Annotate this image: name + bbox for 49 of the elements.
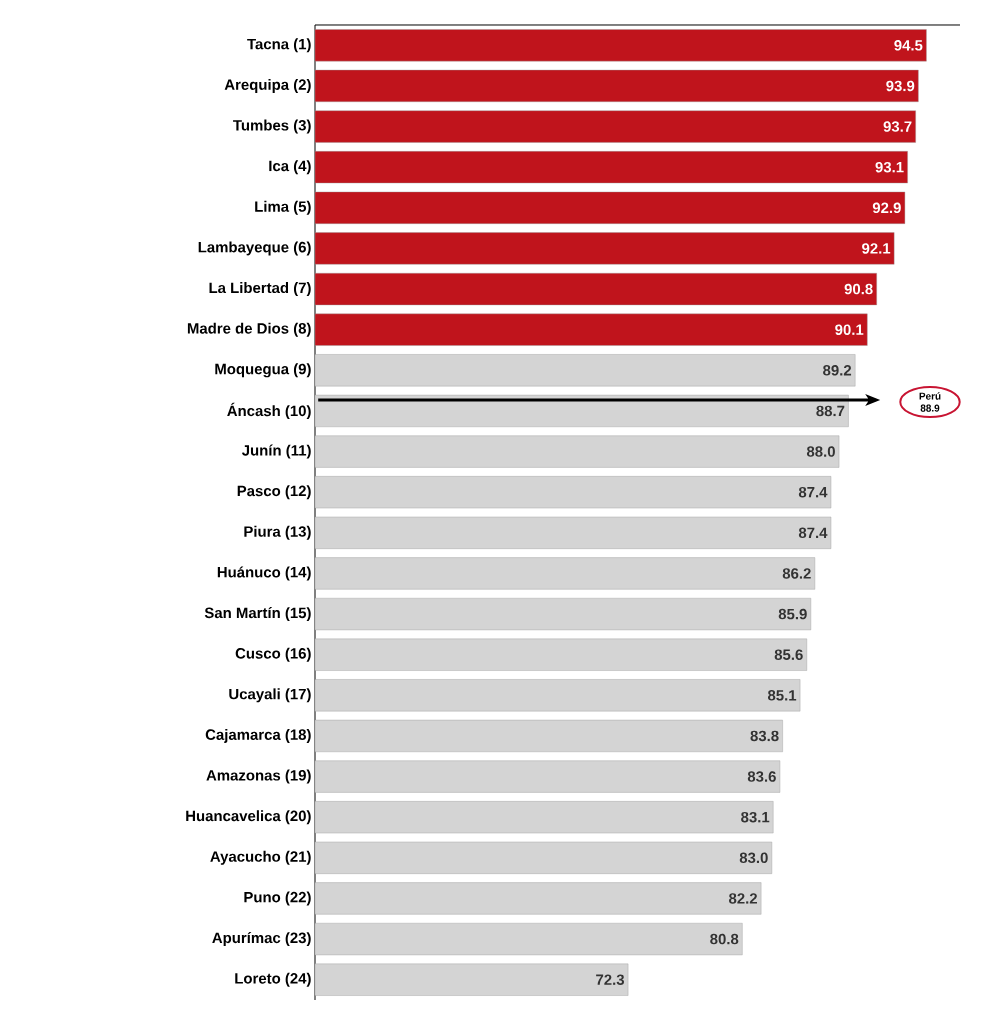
data-label: 85.9 (778, 608, 807, 620)
data-label: 83.8 (750, 730, 779, 742)
data-label: 93.9 (886, 80, 915, 92)
y-tick-label: Madre de Dios (8) (187, 322, 311, 337)
y-tick-label: Cajamarca (18) (205, 728, 311, 743)
data-label: 90.1 (835, 324, 864, 335)
data-label: 88.0 (806, 446, 835, 457)
data-label: 83.6 (747, 771, 776, 782)
y-tick-label: Huánuco (14) (217, 566, 311, 581)
y-tick-label: Pasco (12) (237, 485, 311, 500)
data-label: 92.9 (872, 202, 901, 214)
data-label: 93.7 (883, 121, 912, 132)
y-tick-label: Puno (22) (244, 891, 311, 906)
y-tick-label: Ica (4) (269, 160, 311, 175)
y-tick-label: La Libertad (7) (209, 282, 311, 297)
y-tick-label: Cusco (16) (235, 647, 311, 662)
y-tick-label: Apurímac (23) (212, 932, 311, 947)
y-tick-label: Tacna (1) (247, 38, 311, 53)
y-tick-label: San Martín (15) (204, 607, 311, 622)
y-tick-label: Amazonas (19) (206, 769, 311, 784)
y-tick-label: Tumbes (3) (233, 119, 311, 134)
data-label: 72.3 (596, 974, 625, 985)
y-tick-label: Ucayali (17) (229, 688, 311, 703)
y-tick-label: Lima (5) (255, 200, 311, 215)
y-tick-label: Huancavelica (20) (186, 810, 311, 825)
data-label: 90.8 (844, 283, 873, 295)
data-label: 87.4 (798, 527, 828, 539)
data-label: 83.1 (741, 811, 770, 823)
y-tick-label: Lambayeque (6) (198, 241, 311, 256)
y-tick-label: Loreto (24) (235, 972, 311, 987)
data-label: 80.8 (710, 933, 739, 945)
data-label: 85.1 (767, 690, 797, 701)
y-tick-label: Ayacucho (21) (210, 850, 311, 865)
annotation: Perú 88.9 (919, 392, 941, 412)
data-label: 94.5 (894, 40, 923, 51)
data-label: 82.2 (728, 893, 757, 904)
data-label: 85.6 (774, 649, 803, 660)
y-tick-label: Junín (11) (241, 444, 311, 459)
data-label: 86.2 (782, 568, 811, 579)
data-label: 87.4 (798, 486, 828, 498)
y-tick-label: Piura (13) (244, 525, 311, 540)
y-tick-label: Arequipa (2) (224, 78, 311, 93)
data-label: 88.7 (816, 405, 845, 417)
y-tick-label: Áncash (10) (227, 402, 311, 420)
data-label: 83.0 (739, 852, 768, 864)
data-label: 89.2 (823, 365, 852, 376)
y-tick-label: Moquegua (9) (215, 363, 311, 378)
data-label: 93.1 (875, 161, 904, 173)
data-label: 92.1 (862, 243, 891, 254)
